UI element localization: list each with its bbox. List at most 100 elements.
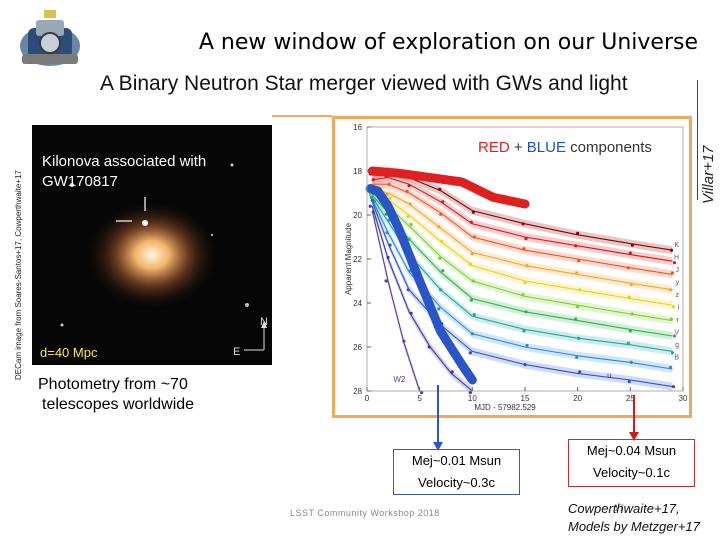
data-point-r [672, 334, 677, 338]
band-y [372, 184, 673, 294]
blue-mej: Mej~0.01 Msun [411, 453, 502, 468]
data-point-U [427, 345, 431, 349]
data-point-B [627, 379, 631, 384]
data-point-K [669, 248, 674, 252]
red-velocity: Velocity~0.1c [593, 465, 670, 480]
data-point-B [578, 370, 582, 374]
data-point-z [440, 239, 444, 243]
data-point-B [406, 288, 410, 292]
x-tick-label: 25 [626, 394, 635, 403]
x-axis-label: MJD - 57982.529 [474, 403, 536, 412]
data-point-z [406, 214, 410, 219]
data-point-V [670, 351, 675, 355]
band-label-r: r [677, 317, 680, 324]
data-point-J [472, 235, 476, 239]
red-component-label: RED [478, 139, 510, 156]
series-line-W2 [371, 210, 421, 392]
band-label-J: J [676, 267, 680, 274]
data-point-z [523, 280, 527, 285]
band-label-g: g [675, 342, 679, 349]
data-point-J [439, 212, 443, 216]
model-credit-line-1: Cowperthwaite+17, [568, 501, 680, 516]
data-point-i [368, 192, 372, 197]
data-point-B [388, 243, 392, 247]
data-point-g [437, 307, 441, 311]
distance-label: d=40 Mpc [40, 345, 98, 360]
data-point-W2 [420, 390, 424, 395]
y-tick-label: 18 [353, 167, 362, 176]
data-point-V [439, 288, 443, 292]
data-point-K [438, 187, 442, 191]
data-point-U [409, 311, 413, 315]
y-tick-label: 22 [353, 255, 362, 264]
data-point-z [627, 295, 631, 299]
data-point-y [629, 283, 633, 287]
data-point-z [671, 305, 676, 309]
data-point-J [670, 271, 675, 275]
photometry-text: Photometry from ~70 telescopes worldwide [38, 375, 194, 415]
data-point-y [470, 252, 474, 256]
data-point-r [574, 317, 578, 321]
data-point-z [468, 262, 472, 266]
band-label-z: z [676, 292, 680, 299]
x-tick-label: 20 [573, 394, 582, 403]
photo-connector-line [272, 115, 332, 117]
blue-component-label: BLUE [526, 139, 566, 156]
y-tick-label: 26 [353, 343, 362, 352]
y-tick-label: 28 [353, 387, 362, 396]
data-point-r [628, 329, 632, 333]
x-tick-label: 5 [417, 394, 422, 403]
red-mej: Mej~0.04 Msun [586, 443, 677, 458]
data-point-U [386, 255, 390, 260]
components-word: components [570, 139, 652, 156]
data-point-g [668, 365, 673, 370]
data-point-W2 [371, 210, 375, 214]
blue-component-callout: Mej~0.01 Msun Velocity~0.3c [393, 449, 520, 495]
data-point-J [626, 266, 630, 270]
galaxy-image [32, 125, 272, 365]
data-point-J [387, 182, 391, 186]
data-point-B [671, 385, 676, 389]
chart-components [365, 166, 530, 385]
kilonova-photo [32, 125, 272, 365]
data-point-B [370, 198, 374, 202]
data-point-U [368, 204, 372, 208]
red-component-curve [367, 166, 530, 209]
data-point-g [575, 355, 579, 359]
data-point-i [438, 256, 442, 260]
data-point-K [630, 243, 634, 247]
band-label-i: i [677, 305, 679, 312]
villar-divider [697, 80, 698, 200]
compass-north-label: N [260, 316, 268, 328]
slide-subtitle: A Binary Neutron Star merger viewed with… [100, 72, 628, 95]
x-tick-label: 0 [365, 394, 370, 403]
data-point-V [522, 329, 526, 333]
kilonova-label: Kilonova associated with GW170817 [42, 153, 207, 190]
data-point-K [576, 231, 580, 235]
data-point-H [574, 244, 578, 248]
data-point-V [626, 341, 630, 345]
data-point-g [385, 231, 389, 235]
page-number: 17 [614, 503, 625, 513]
model-credit: Cowperthwaite+17, Models by Metzger+17 [568, 500, 700, 536]
band-i [372, 189, 673, 325]
slide-title: A new window of exploration on our Unive… [198, 30, 698, 55]
band-z [372, 186, 673, 310]
data-point-J [405, 189, 409, 194]
series-line-B [371, 201, 673, 388]
x-tick-label: 15 [521, 394, 530, 403]
y-axis-label: Apparent Magnitude [344, 222, 353, 295]
data-point-z [578, 288, 582, 292]
red-component-callout: Mej~0.04 Msun Velocity~0.1c [568, 439, 695, 487]
components-plus: + [513, 139, 523, 156]
compass-east-label: E [233, 346, 241, 358]
data-point-i [521, 293, 525, 297]
data-point-i [409, 222, 413, 227]
data-point-y [668, 288, 673, 292]
band-label-B: B [674, 355, 679, 362]
data-point-H [524, 236, 528, 241]
data-point-U [450, 370, 454, 374]
y-tick-label: 20 [353, 211, 362, 220]
series-line-U [371, 206, 473, 392]
